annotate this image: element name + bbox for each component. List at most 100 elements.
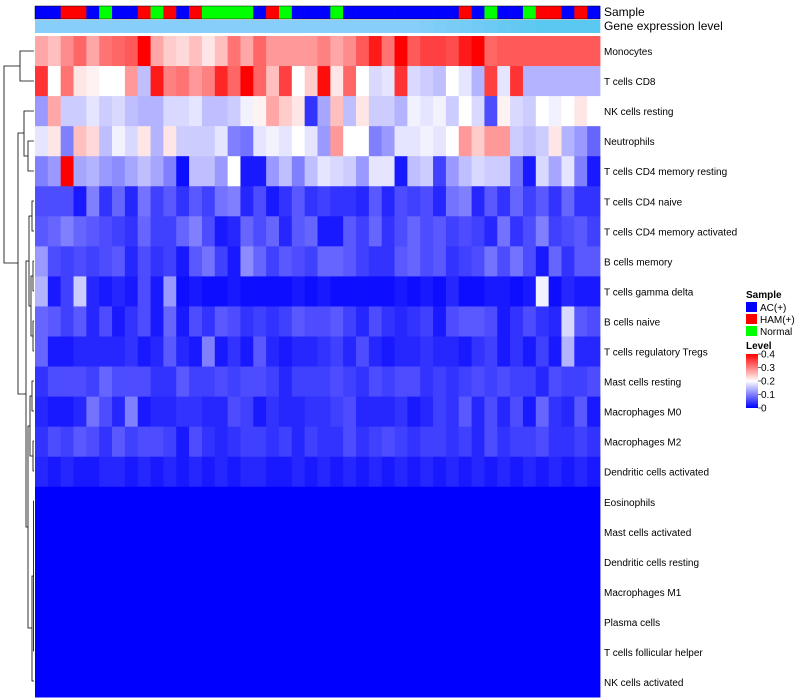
heatmap-cell [47, 576, 62, 608]
heatmap-cell [266, 246, 280, 277]
heatmap-cell [47, 456, 62, 488]
heatmap-cell [458, 396, 472, 428]
heatmap-cell [368, 546, 383, 578]
heatmap-cell [227, 486, 241, 518]
heatmap-cell [420, 396, 434, 428]
heatmap-cell [73, 156, 87, 187]
heatmap-cell [189, 366, 203, 397]
row-labels: Monocytes T cells CD8 NK cells resting Neut… [604, 47, 737, 689]
heatmap-cell [343, 276, 357, 307]
heatmap-cell [253, 186, 267, 217]
heatmap-cell [471, 156, 485, 187]
heatmap-cell [433, 637, 447, 668]
heatmap-cell [445, 606, 460, 638]
heatmap-cell [420, 516, 434, 548]
heatmap-cell [60, 637, 74, 668]
sample-annotation-cell [124, 6, 139, 19]
heatmap-cell [574, 306, 588, 337]
heatmap-cell [317, 276, 331, 307]
heatmap-cell [561, 306, 575, 337]
heatmap-cell [240, 606, 254, 638]
heatmap-cell [433, 216, 447, 247]
heatmap-cell [458, 606, 472, 638]
heatmap-cell [356, 306, 370, 337]
heatmap-cell [433, 546, 447, 578]
heatmap-cell [420, 276, 434, 307]
legend-swatch [746, 314, 757, 324]
heatmap-cell [150, 486, 164, 518]
heatmap-cell [587, 486, 601, 518]
heatmap-cell [291, 156, 306, 187]
heatmap-cell [356, 96, 370, 127]
heatmap-cell [510, 637, 524, 668]
sample-annotation-cell [510, 6, 524, 19]
heatmap-cell [35, 667, 49, 698]
heatmap-cell [587, 246, 601, 277]
heatmap-cell [163, 36, 177, 67]
heatmap-cell [317, 366, 331, 397]
heatmap-cell [574, 546, 588, 578]
heatmap-cell [343, 396, 357, 428]
heatmap-cell [304, 576, 318, 608]
heatmap-cell [189, 486, 203, 518]
heatmap-cell [163, 246, 177, 277]
sample-annotation-cell [497, 6, 511, 19]
heatmap-cell [420, 96, 434, 127]
heatmap-cell [343, 306, 357, 337]
heatmap-cell [137, 667, 151, 698]
heatmap-cell [86, 216, 100, 247]
heatmap-cell [343, 606, 357, 638]
heatmap-cell [407, 336, 421, 367]
heatmap-cell [124, 126, 139, 157]
heatmap-cell [510, 276, 524, 307]
heatmap-cell [548, 186, 562, 217]
sample-annotation-cell [73, 6, 87, 19]
sample-annotation-cell [99, 6, 113, 19]
heatmap-cell [433, 276, 447, 307]
heatmap-cell [73, 66, 87, 97]
heatmap-cell [60, 156, 74, 187]
heatmap-cell [240, 396, 254, 428]
heatmap-cell [163, 66, 177, 97]
heatmap-cell [278, 546, 293, 578]
heatmap-cell [278, 396, 293, 428]
heatmap-cell [407, 637, 421, 668]
gene-annotation-cell [356, 20, 370, 33]
heatmap-cell [471, 667, 485, 698]
heatmap-cell [497, 276, 511, 307]
heatmap-cell [137, 36, 151, 67]
heatmap-cell [458, 576, 472, 608]
heatmap-cell [420, 667, 434, 698]
heatmap-cell [99, 516, 113, 548]
heatmap-cell [561, 667, 575, 698]
heatmap-cell [420, 306, 434, 337]
heatmap-cell [458, 66, 472, 97]
heatmap-cell [394, 156, 408, 187]
heatmap-cell [266, 366, 280, 397]
heatmap-cell [227, 126, 241, 157]
heatmap-cell [458, 186, 472, 217]
heatmap-cell [535, 486, 550, 518]
heatmap-cell [510, 156, 524, 187]
heatmap-cell [278, 66, 293, 97]
heatmap-cell [458, 366, 472, 397]
heatmap-cell [330, 66, 344, 97]
heatmap-cell [291, 576, 306, 608]
heatmap-cell [330, 36, 344, 67]
heatmap-cell [420, 336, 434, 367]
heatmap-cell [240, 667, 254, 698]
heatmap-cell [124, 396, 139, 428]
heatmap-cell [227, 96, 241, 127]
heatmap-cell [137, 186, 151, 217]
heatmap-cell [112, 576, 126, 608]
heatmap-cell [330, 126, 344, 157]
sample-annotation-cell [356, 6, 370, 19]
heatmap-cell [137, 336, 151, 367]
heatmap-cell [497, 486, 511, 518]
heatmap-cell [291, 216, 306, 247]
heatmap-cell [150, 36, 164, 67]
heatmap-cell [266, 606, 280, 638]
heatmap-cell [240, 516, 254, 548]
heatmap-cell [574, 667, 588, 698]
row-label: T cells regulatory Tregs [604, 348, 708, 359]
